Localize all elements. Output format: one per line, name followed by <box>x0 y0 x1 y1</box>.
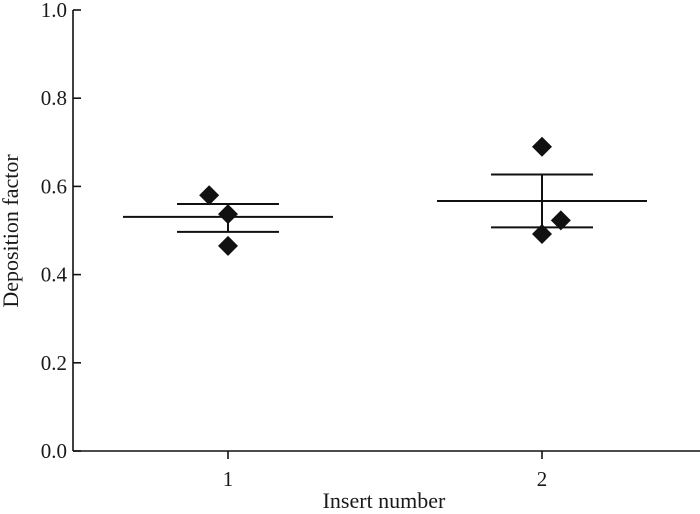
error-bars <box>123 173 647 233</box>
x-tick-label: 2 <box>537 467 548 491</box>
y-axis-label: Deposition factor <box>0 154 23 308</box>
data-points <box>199 136 571 256</box>
y-tick-label: 0.4 <box>41 263 68 287</box>
y-tick-label: 0.0 <box>41 439 67 463</box>
axes <box>72 10 700 452</box>
data-point <box>218 235 238 256</box>
y-tick-label: 0.2 <box>41 351 67 375</box>
data-point <box>218 204 238 225</box>
data-point <box>532 224 552 245</box>
x-tick-label: 1 <box>223 467 234 491</box>
data-point <box>199 185 220 206</box>
y-tick-label: 0.8 <box>41 86 67 110</box>
y-tick-label: 0.6 <box>41 174 67 198</box>
data-point <box>550 210 571 231</box>
x-axis-label: Insert number <box>323 488 446 513</box>
ticks: 0.0 0.2 0.4 0.6 0.8 1.0 1 2 <box>41 0 548 491</box>
data-point <box>532 136 552 157</box>
y-tick-label: 1.0 <box>41 0 67 22</box>
